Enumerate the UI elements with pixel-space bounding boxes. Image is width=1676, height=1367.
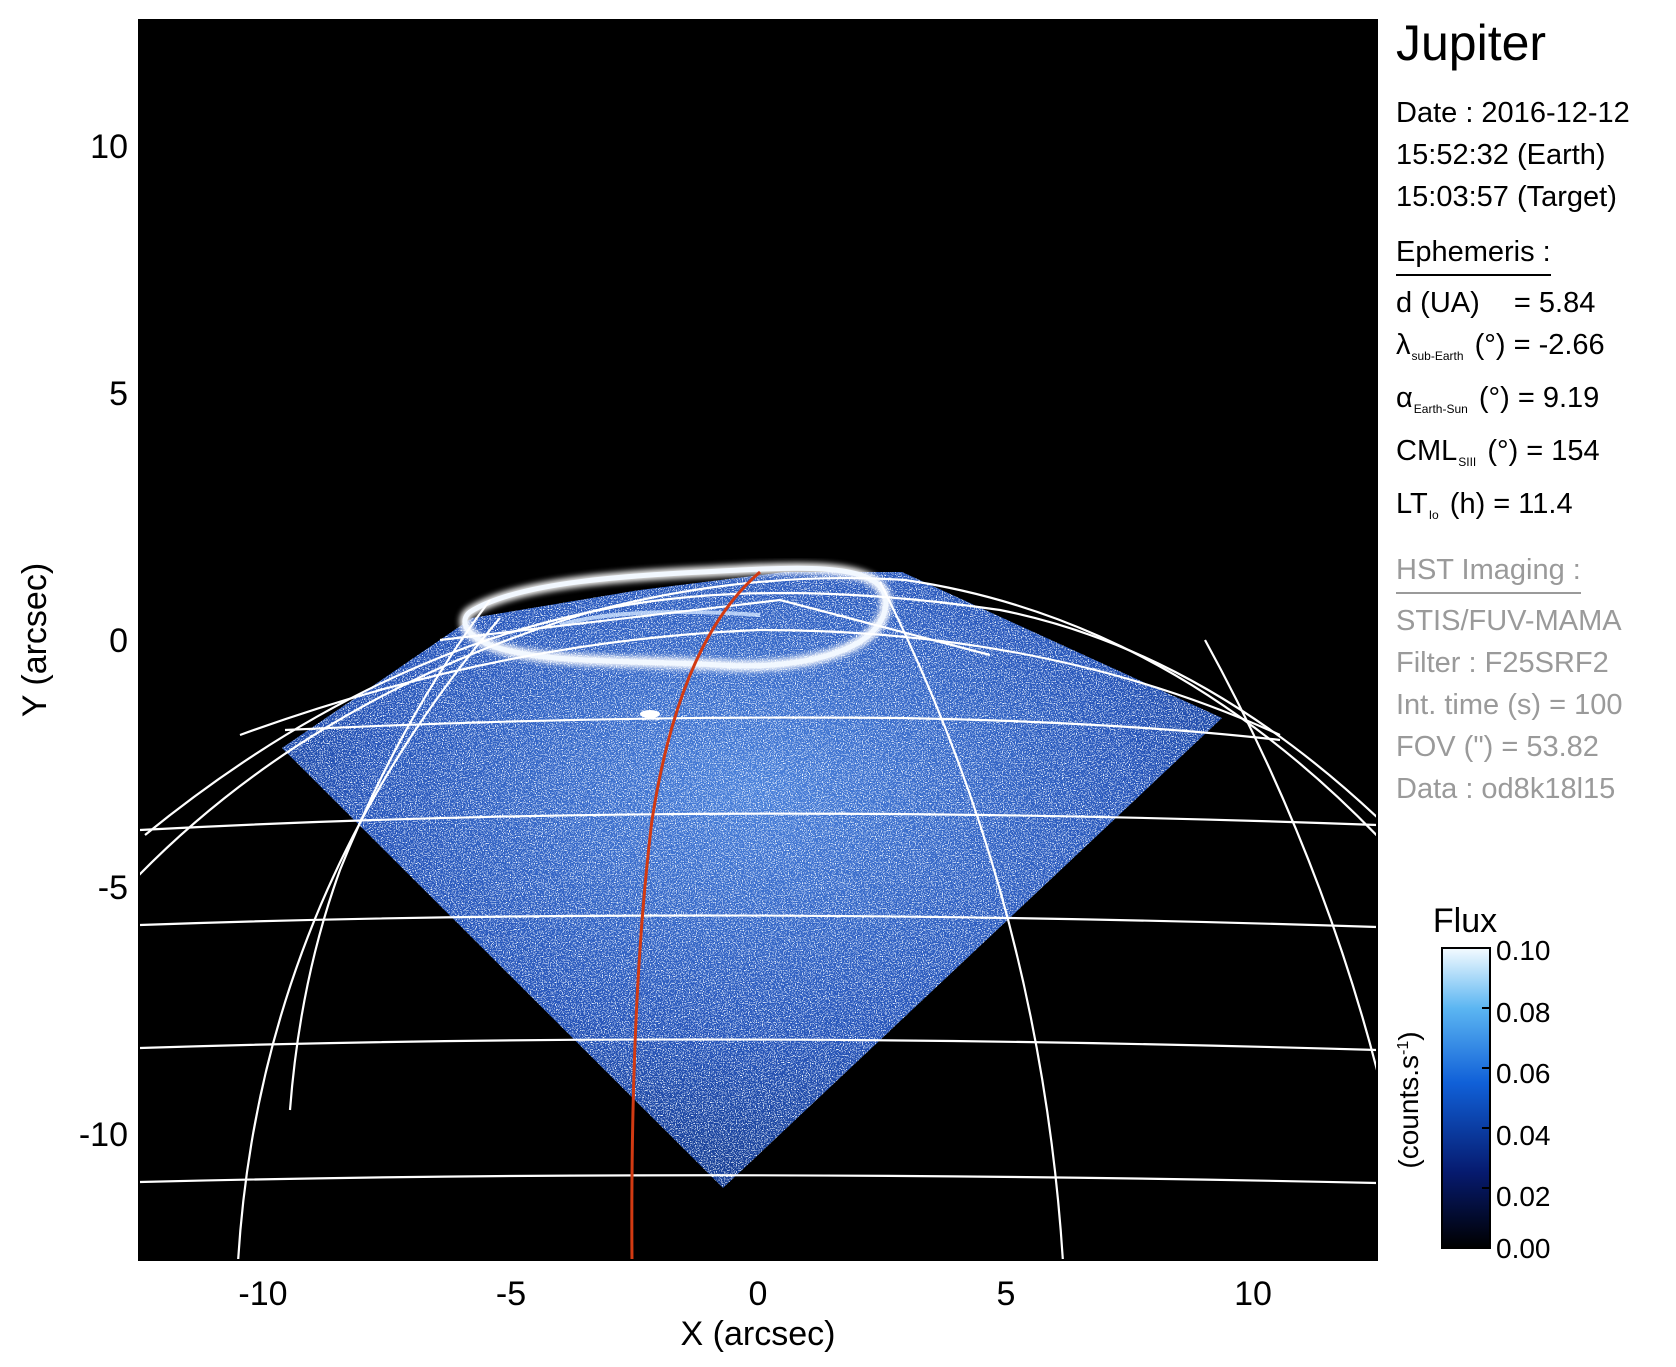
distance-value: = 5.84	[1513, 287, 1596, 319]
colorbar-unit-exponent: -1	[1395, 1041, 1412, 1055]
phase-angle-line: αEarth-Sun (°) = 9.19	[1396, 377, 1671, 430]
local-time-symbol: LT	[1396, 488, 1428, 520]
y-tick-label: 0	[109, 622, 128, 660]
hst-imaging-heading: HST Imaging :	[1396, 550, 1581, 594]
x-tick-label: -5	[496, 1275, 526, 1313]
colorbar: Flux 0.10 0.08 0.06 0.04 0.02 0.00 (coun…	[1393, 902, 1551, 1264]
cml-unit: (°)	[1487, 435, 1519, 467]
local-time-subscript: Io	[1428, 508, 1439, 522]
distance-label: d (UA)	[1396, 287, 1480, 319]
earth-time-line: 15:52:32 (Earth)	[1396, 139, 1606, 171]
cml-symbol: CML	[1396, 435, 1458, 467]
cml-line: CMLSIII (°) = 154	[1396, 430, 1671, 483]
cml-subscript: SIII	[1458, 455, 1477, 469]
x-tick-label: 10	[1234, 1275, 1272, 1313]
colorbar-unit-label: (counts.s-1)	[1393, 1031, 1424, 1168]
y-tick-label: 10	[90, 128, 128, 166]
colorbar-tick-label: 0.00	[1496, 1233, 1551, 1264]
data-id-line: Data : od8k18l15	[1396, 773, 1616, 805]
planet-title: Jupiter	[1396, 15, 1547, 71]
colorbar-tick-label: 0.10	[1496, 935, 1551, 966]
local-time-line: LTIo (h) = 11.4	[1396, 483, 1671, 536]
date-line: Date : 2016-12-12	[1396, 97, 1630, 129]
fov-line: FOV (") = 53.82	[1396, 731, 1599, 763]
x-tick-label: 0	[749, 1275, 768, 1313]
y-axis-title: Y (arcsec)	[16, 563, 54, 717]
sub-earth-symbol: λ	[1396, 329, 1411, 361]
phase-angle-value: = 9.19	[1517, 382, 1600, 414]
y-tick-label: -10	[79, 1116, 128, 1154]
y-tick-label: -5	[98, 869, 128, 907]
colorbar-tick-label: 0.02	[1496, 1181, 1551, 1212]
distance-line: d (UA) = 5.84	[1396, 282, 1671, 324]
phase-angle-unit: (°)	[1478, 382, 1510, 414]
x-axis: -10 -5 0 5 10 X (arcsec)	[238, 1275, 1271, 1353]
colorbar-unit-text: (counts.s	[1393, 1055, 1424, 1169]
phase-angle-symbol: α	[1396, 382, 1413, 414]
target-time-line: 15:03:57 (Target)	[1396, 181, 1617, 213]
ephemeris-heading: Ephemeris :	[1396, 232, 1551, 276]
info-panel: Jupiter Date : 2016-12-12 15:52:32 (Eart…	[1396, 12, 1671, 810]
y-tick-label: 5	[109, 375, 128, 413]
local-time-value: = 11.4	[1493, 488, 1573, 520]
plot-frame	[138, 19, 1378, 1261]
colorbar-tick-label: 0.04	[1496, 1120, 1551, 1151]
colorbar-tick-label: 0.08	[1496, 997, 1551, 1028]
cml-value: = 154	[1526, 435, 1600, 467]
phase-angle-subscript: Earth-Sun	[1413, 402, 1468, 416]
io-footprint-track	[630, 570, 761, 1260]
ephemeris-block: Ephemeris : d (UA) = 5.84 λsub-Earth (°)…	[1396, 232, 1671, 536]
sub-earth-line: λsub-Earth (°) = -2.66	[1396, 324, 1671, 377]
sub-earth-subscript: sub-Earth	[1411, 349, 1464, 363]
x-tick-label: 5	[997, 1275, 1016, 1313]
auroral-oval	[459, 562, 892, 718]
x-axis-title: X (arcsec)	[681, 1315, 836, 1353]
colorbar-gradient	[1441, 947, 1491, 1249]
observation-block: Date : 2016-12-12 15:52:32 (Earth) 15:03…	[1396, 92, 1671, 218]
y-axis: 10 5 0 -5 -10 Y (arcsec)	[16, 128, 128, 1154]
sub-earth-unit: (°)	[1474, 329, 1506, 361]
sub-earth-value: = -2.66	[1513, 329, 1605, 361]
colorbar-unit-close: )	[1393, 1031, 1424, 1040]
hst-imaging-block: HST Imaging : STIS/FUV-MAMA Filter : F25…	[1396, 550, 1671, 810]
planet-grid	[139, 577, 1377, 1260]
colorbar-title: Flux	[1433, 902, 1497, 940]
x-tick-label: -10	[238, 1275, 287, 1313]
instrument-line: STIS/FUV-MAMA	[1396, 605, 1622, 637]
local-time-unit: (h)	[1449, 488, 1486, 520]
int-time-line: Int. time (s) = 100	[1396, 689, 1623, 721]
filter-line: Filter : F25SRF2	[1396, 647, 1609, 679]
colorbar-tick-label: 0.06	[1496, 1058, 1551, 1089]
